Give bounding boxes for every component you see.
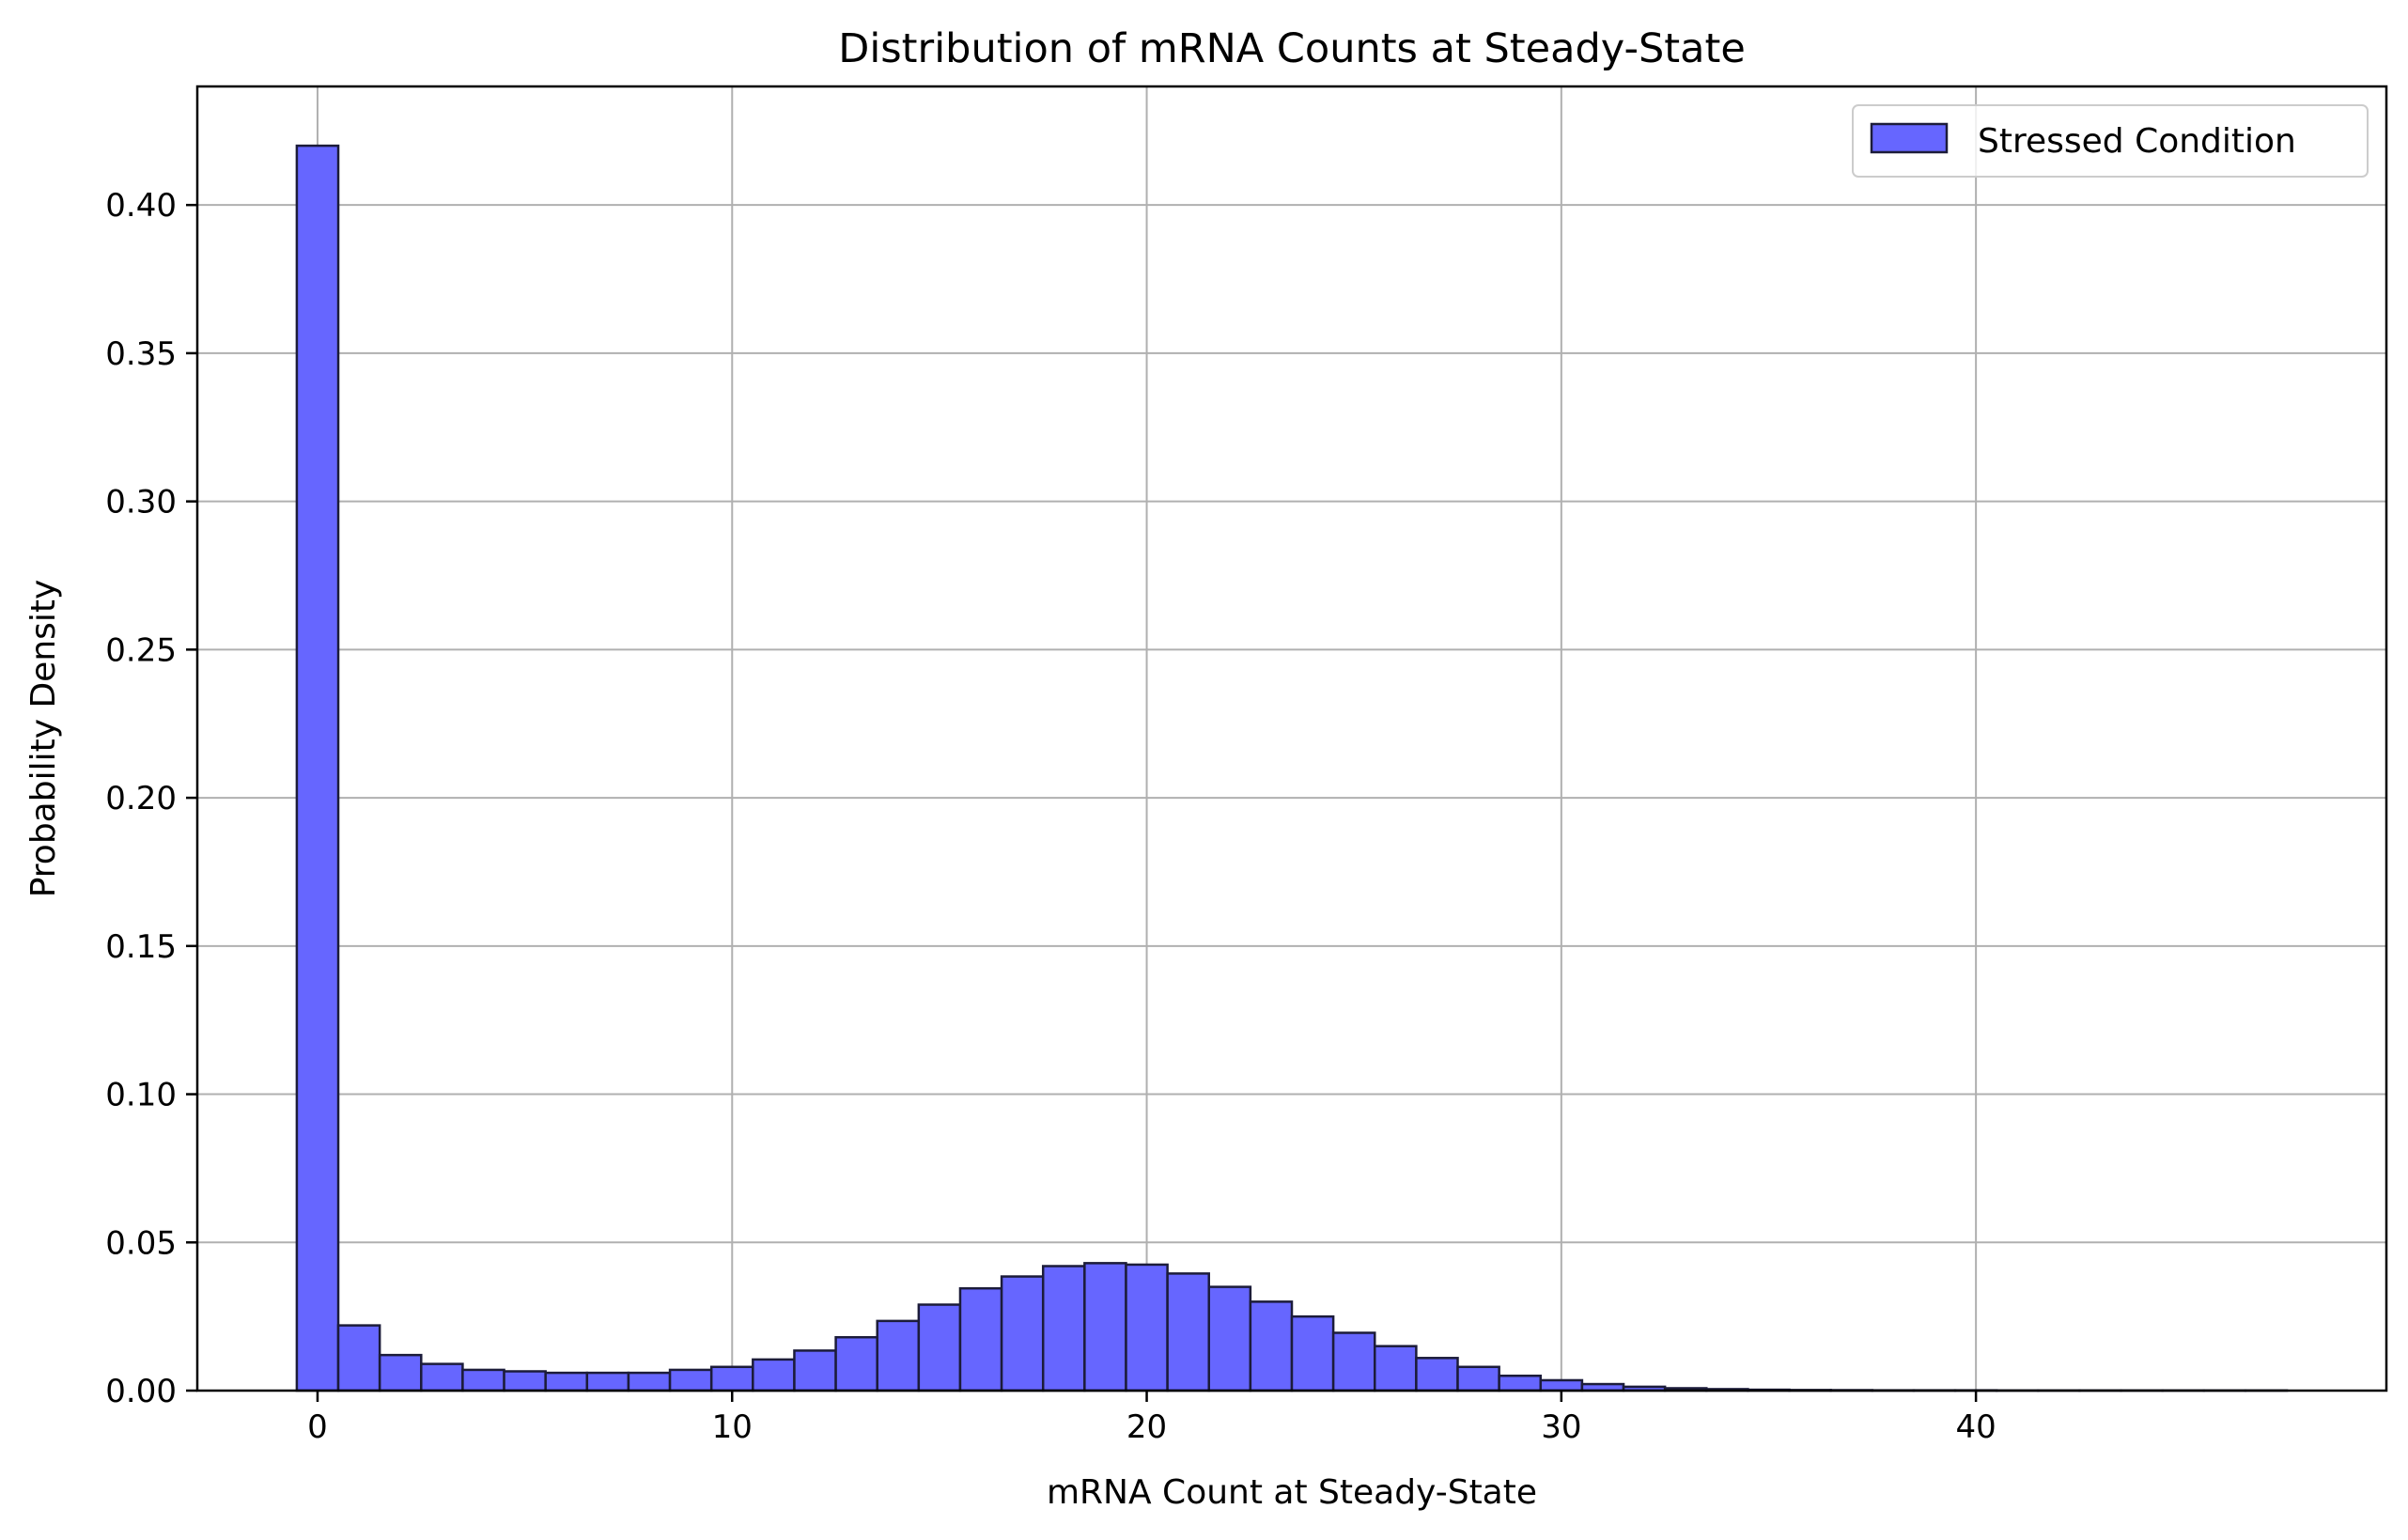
histogram-bar	[711, 1367, 753, 1391]
histogram-bar	[1499, 1376, 1541, 1391]
chart-title: Distribution of mRNA Counts at Steady-St…	[838, 25, 1746, 72]
histogram-bar	[546, 1373, 587, 1391]
histogram-bar	[1458, 1367, 1499, 1391]
histogram-bar	[753, 1360, 794, 1391]
histogram-bar	[297, 146, 338, 1391]
histogram-bar	[1043, 1267, 1084, 1391]
y-tick-label: 0.40	[105, 187, 177, 225]
y-tick-label: 0.20	[105, 780, 177, 817]
histogram-bar	[919, 1305, 960, 1391]
histogram-bar	[1416, 1358, 1457, 1391]
histogram-bar	[1292, 1316, 1333, 1391]
histogram-bar	[1251, 1301, 1292, 1391]
histogram-bar	[1375, 1346, 1416, 1391]
histogram-bar	[462, 1370, 504, 1391]
histogram-bar	[1084, 1263, 1126, 1391]
x-axis-label: mRNA Count at Steady-State	[1047, 1473, 1537, 1512]
legend-swatch	[1872, 124, 1947, 152]
histogram-bar	[338, 1326, 380, 1391]
y-tick-label: 0.00	[105, 1373, 177, 1410]
histogram-bar	[960, 1288, 1002, 1391]
histogram-bar	[1209, 1287, 1251, 1391]
x-tick-label: 30	[1541, 1408, 1581, 1446]
legend: Stressed Condition	[1853, 105, 2368, 177]
histogram-bar	[1126, 1265, 1167, 1391]
y-tick-label: 0.30	[105, 484, 177, 521]
y-tick-label: 0.05	[105, 1224, 177, 1262]
x-tick-label: 10	[712, 1408, 753, 1446]
y-tick-label: 0.15	[105, 928, 177, 966]
histogram-bar	[505, 1371, 546, 1391]
histogram-bar	[1168, 1273, 1209, 1391]
legend-entry-label: Stressed Condition	[1978, 122, 2296, 161]
histogram-bar	[1541, 1380, 1582, 1391]
histogram-bar	[1002, 1277, 1043, 1391]
histogram-bar	[836, 1337, 878, 1391]
histogram-bar	[670, 1370, 711, 1391]
histogram-bar	[421, 1364, 462, 1391]
x-tick-label: 0	[307, 1408, 328, 1446]
y-axis-label: Probability Density	[24, 580, 63, 898]
histogram-bar	[878, 1321, 919, 1391]
histogram-bar	[794, 1350, 835, 1391]
histogram-bar	[1333, 1332, 1375, 1391]
y-tick-label: 0.10	[105, 1077, 177, 1114]
histogram-bar	[629, 1373, 670, 1391]
y-tick-label: 0.25	[105, 631, 177, 669]
y-tick-label: 0.35	[105, 335, 177, 373]
histogram-bar	[380, 1355, 421, 1391]
x-tick-label: 20	[1126, 1408, 1167, 1446]
histogram-bar	[587, 1373, 629, 1391]
x-tick-label: 40	[1955, 1408, 1996, 1446]
